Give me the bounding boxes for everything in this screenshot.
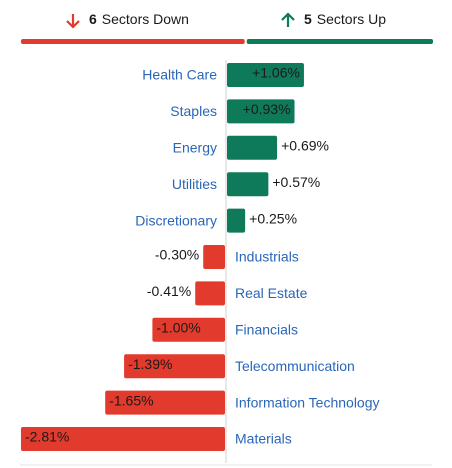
bar bbox=[227, 208, 246, 233]
bar bbox=[20, 427, 225, 451]
up-summary: 5 Sectors Up bbox=[304, 11, 386, 27]
value-label: -1.65% bbox=[109, 392, 153, 408]
category-label: Information Technology bbox=[235, 394, 380, 410]
up-count: 5 bbox=[304, 11, 312, 27]
down-summary: 6 Sectors Down bbox=[89, 11, 189, 27]
category-label: Industrials bbox=[235, 249, 299, 265]
bar bbox=[227, 172, 269, 197]
bar bbox=[195, 281, 225, 306]
value-label: +0.57% bbox=[272, 174, 320, 190]
category-label: Telecommunication bbox=[235, 358, 355, 374]
category-label: Health Care bbox=[142, 67, 217, 83]
value-label: -1.00% bbox=[156, 320, 200, 336]
category-label: Financials bbox=[235, 322, 298, 338]
value-label: -0.41% bbox=[147, 283, 191, 299]
up-label: Sectors Up bbox=[317, 11, 386, 27]
category-label: Energy bbox=[173, 140, 217, 156]
bar bbox=[105, 390, 225, 415]
down-arrow-icon bbox=[66, 14, 80, 29]
value-label: -1.39% bbox=[128, 356, 172, 372]
bar bbox=[203, 245, 225, 269]
down-count: 6 bbox=[89, 11, 97, 27]
value-label: +0.93% bbox=[243, 101, 291, 117]
category-label: Materials bbox=[235, 431, 292, 447]
value-label: -2.81% bbox=[25, 429, 69, 445]
value-label: -0.30% bbox=[155, 247, 199, 263]
value-label: +0.25% bbox=[249, 210, 297, 226]
category-label: Utilities bbox=[172, 176, 217, 192]
value-label: +1.06% bbox=[252, 65, 300, 81]
category-label: Real Estate bbox=[235, 285, 308, 301]
bar bbox=[227, 63, 304, 87]
up-share-bar bbox=[246, 39, 433, 44]
up-arrow-icon bbox=[281, 12, 295, 27]
value-label: +0.69% bbox=[281, 138, 329, 154]
category-label: Discretionary bbox=[135, 212, 217, 228]
down-label: Sectors Down bbox=[102, 11, 189, 27]
bar bbox=[152, 317, 225, 342]
category-label: Staples bbox=[170, 103, 217, 119]
bar bbox=[124, 354, 225, 379]
bar bbox=[227, 99, 295, 124]
bar bbox=[227, 135, 278, 160]
down-share-bar bbox=[21, 39, 245, 44]
